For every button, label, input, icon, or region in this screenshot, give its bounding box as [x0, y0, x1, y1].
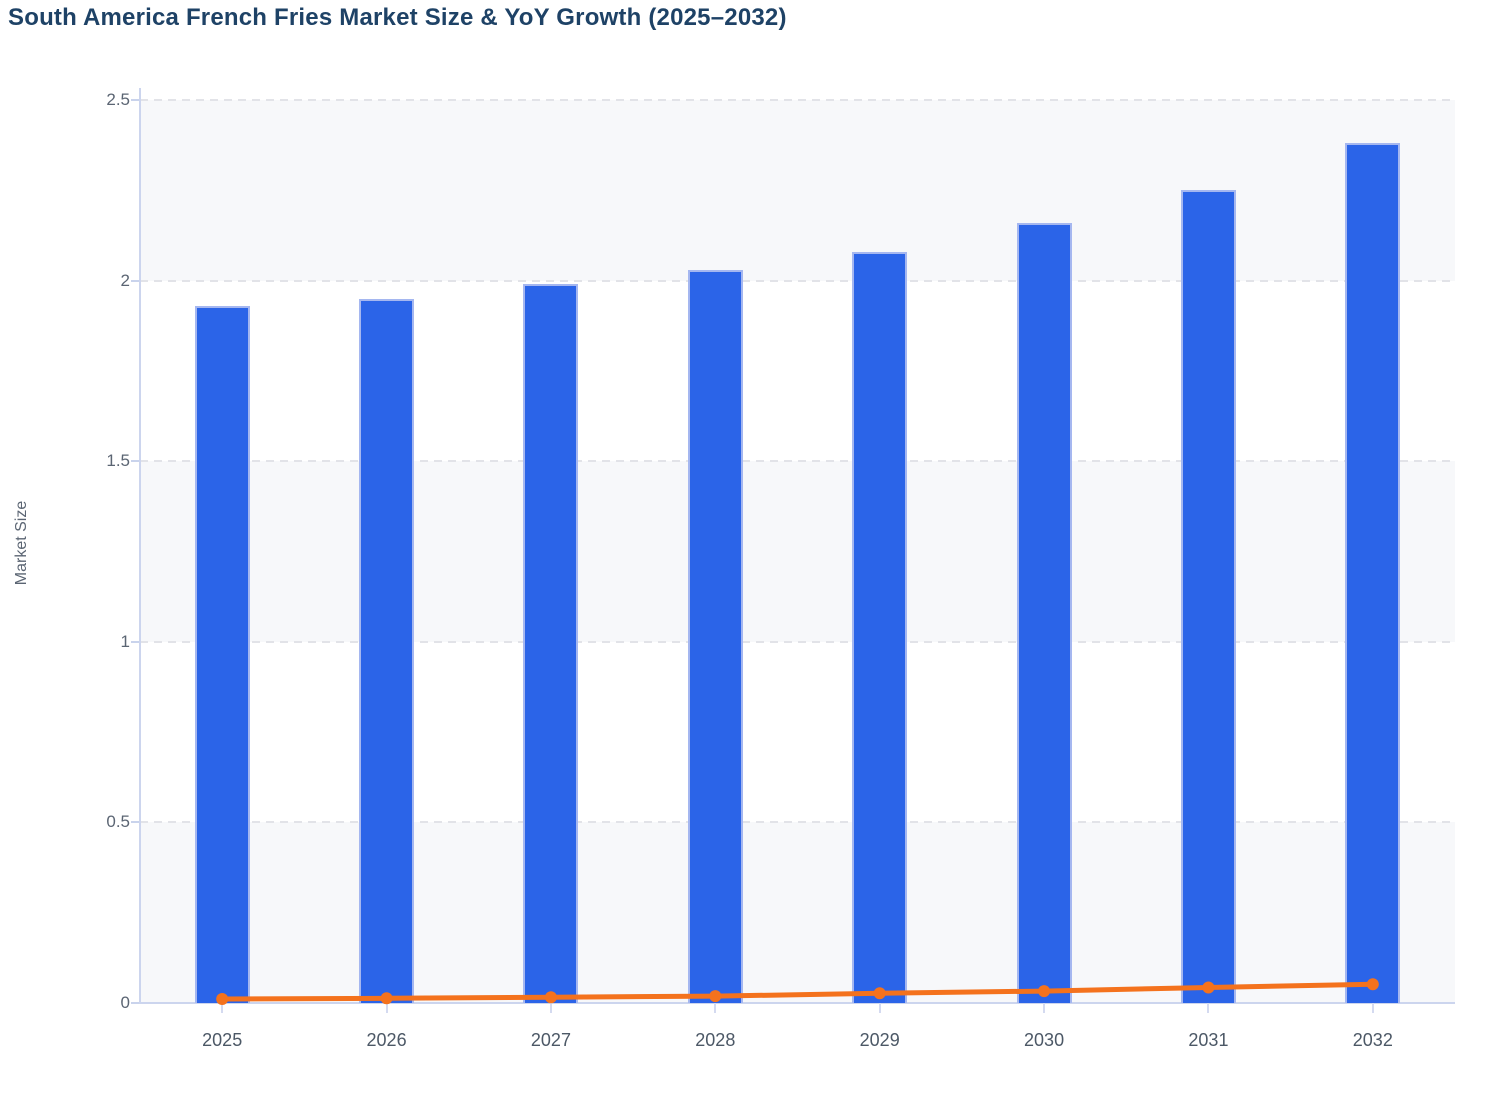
x-tick-mark — [1371, 1003, 1374, 1013]
x-tick-label-2032: 2032 — [1352, 1030, 1393, 1050]
x-tick-mark — [385, 1003, 388, 1013]
bar-2025[interactable] — [194, 305, 250, 1003]
plot-band — [140, 100, 1455, 281]
y-tick-mark — [131, 460, 140, 463]
y-tick-mark — [131, 1002, 140, 1004]
bar-2028[interactable] — [687, 269, 743, 1003]
x-tick-label-2025: 2025 — [202, 1030, 243, 1050]
x-tick-label-2026: 2026 — [366, 1030, 407, 1050]
gridline — [140, 640, 1455, 643]
y-tick-label: 2 — [120, 270, 130, 290]
bar-2026[interactable] — [359, 298, 415, 1003]
x-tick-mark — [549, 1003, 552, 1013]
bar-2029[interactable] — [852, 251, 908, 1003]
x-tick-label-2030: 2030 — [1024, 1030, 1065, 1050]
x-tick-mark — [1207, 1003, 1210, 1013]
plot-band — [140, 822, 1455, 1003]
x-tick-label-2028: 2028 — [695, 1030, 736, 1050]
y-tick-mark — [131, 99, 140, 101]
y-tick-label: 1 — [120, 631, 130, 651]
gridline — [140, 279, 1455, 282]
plot-band — [140, 461, 1455, 642]
x-axis-line — [140, 1002, 1455, 1004]
x-tick-mark — [1043, 1003, 1046, 1013]
chart-title: South America French Fries Market Size &… — [8, 4, 787, 31]
y-tick-mark — [131, 821, 140, 824]
x-tick-mark — [221, 1003, 224, 1013]
x-tick-label-2031: 2031 — [1188, 1030, 1229, 1050]
y-tick-label: 2.5 — [106, 90, 130, 109]
gridline — [140, 460, 1455, 463]
x-tick-label-2029: 2029 — [859, 1030, 900, 1050]
y-tick-label: 0 — [120, 993, 130, 1012]
y-tick-mark — [131, 279, 140, 282]
bar-2032[interactable] — [1345, 143, 1401, 1003]
y-tick-mark — [131, 640, 140, 643]
bar-2030[interactable] — [1016, 222, 1072, 1003]
x-tick-mark — [878, 1003, 881, 1013]
y-axis-line — [139, 88, 141, 1004]
y-axis-title: Market Size — [13, 500, 30, 586]
x-tick-mark — [714, 1003, 717, 1013]
gridline — [140, 99, 1455, 101]
x-tick-label-2027: 2027 — [530, 1030, 571, 1050]
y-tick-label: 1.5 — [106, 451, 130, 471]
y-tick-label: 0.5 — [106, 812, 130, 832]
gridline — [140, 821, 1455, 824]
bar-2031[interactable] — [1180, 190, 1236, 1003]
bar-2027[interactable] — [523, 284, 579, 1003]
